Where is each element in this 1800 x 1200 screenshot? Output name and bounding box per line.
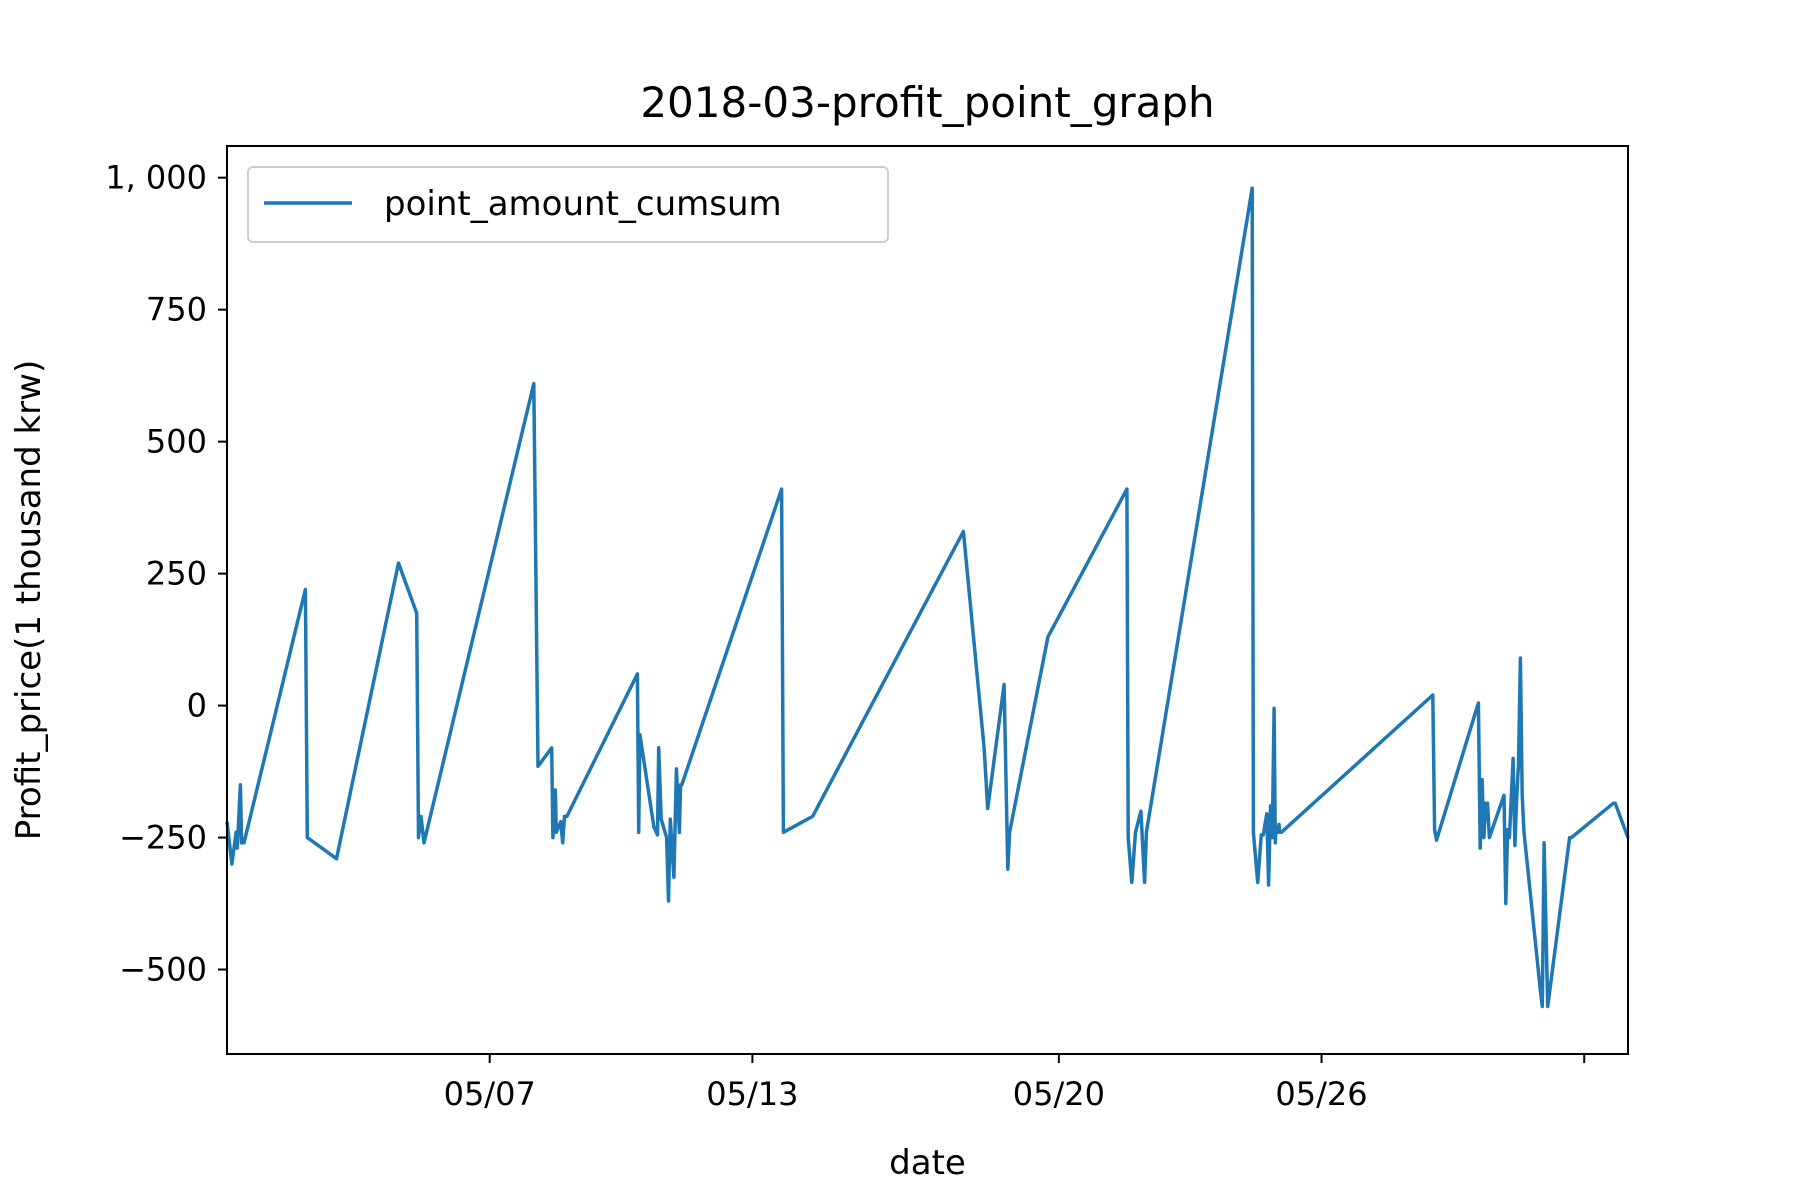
x-tick-label-0: 05/07 bbox=[444, 1075, 536, 1113]
x-axis-label: date bbox=[889, 1143, 966, 1183]
y-tick-label-4: 0 bbox=[187, 687, 207, 725]
series-layer bbox=[225, 186, 1630, 1009]
y-tick-label-6: −500 bbox=[119, 951, 207, 989]
chart-title: 2018-03-profit_point_graph bbox=[640, 78, 1214, 127]
series-line-0 bbox=[225, 186, 1630, 1009]
y-tick-label-1: 750 bbox=[146, 291, 207, 329]
y-tick-label-0: 1, 000 bbox=[105, 159, 207, 197]
x-tick-label-3: 05/26 bbox=[1275, 1075, 1367, 1113]
legend: point_amount_cumsum bbox=[247, 166, 889, 243]
legend-label-0: point_amount_cumsum bbox=[384, 184, 782, 224]
y-tick-label-5: −250 bbox=[119, 819, 207, 857]
x-tick-label-1: 05/13 bbox=[706, 1075, 798, 1113]
plot-frame bbox=[226, 145, 1629, 1055]
axis-ticks: 1, 000 750 500 250 0 −250 −500 05/07 05/13 05/20 0… bbox=[105, 159, 1586, 1113]
y-tick-label-3: 250 bbox=[146, 555, 207, 593]
y-axis-label: Profit_price(1 thousand krw) bbox=[9, 360, 49, 840]
legend-box bbox=[247, 166, 889, 243]
y-tick-label-2: 500 bbox=[146, 423, 207, 461]
x-tick-label-2: 05/20 bbox=[1013, 1075, 1105, 1113]
